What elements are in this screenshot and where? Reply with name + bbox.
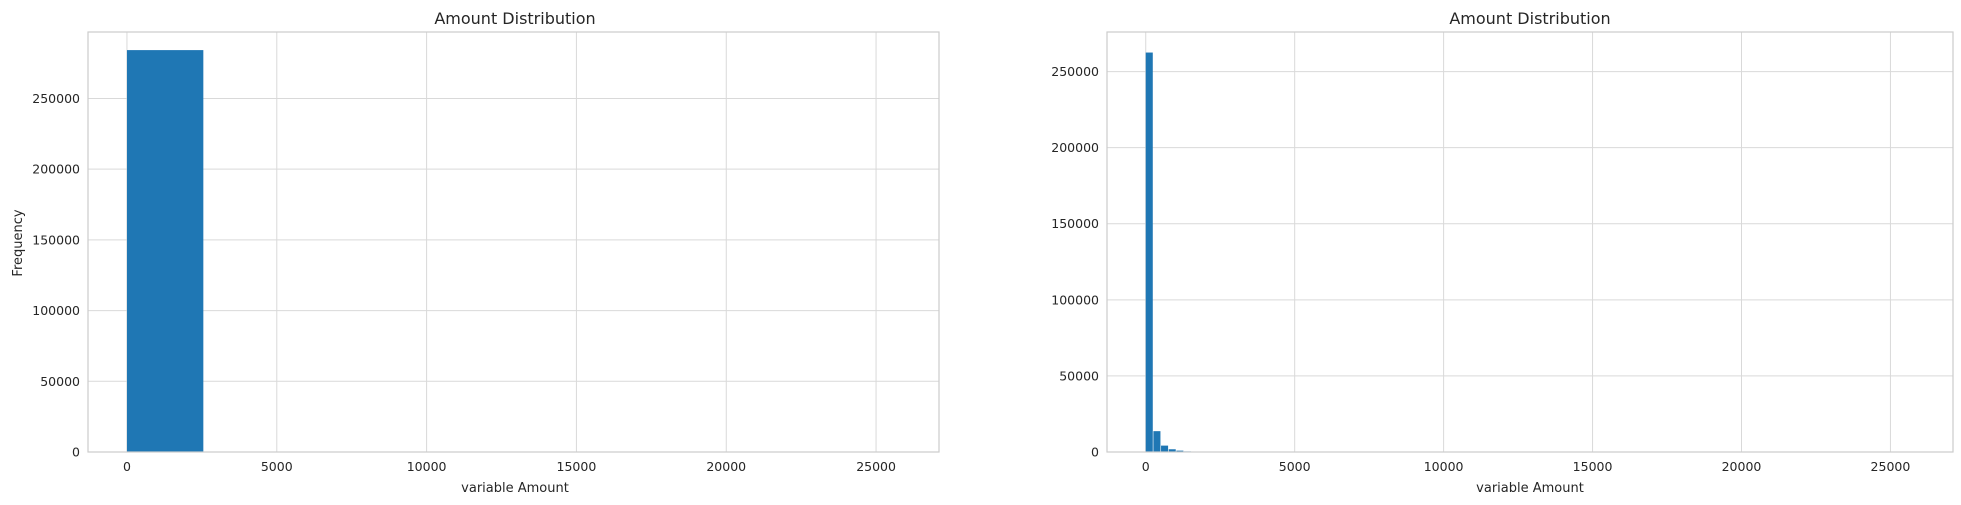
left-x-axis-label: variable Amount (461, 481, 569, 496)
right-y-tick-label: 200000 (1051, 140, 1099, 155)
left-y-axis-label: Frequency (11, 209, 26, 276)
right-x-tick-label: 25000 (1871, 459, 1911, 474)
left-histogram-bar-0 (126, 50, 204, 452)
left-y-tick-label: 150000 (32, 232, 80, 247)
left-y-tick-label: 0 (72, 445, 80, 460)
right-histogram-bar-3 (1168, 449, 1176, 452)
right-x-tick-label: 10000 (1424, 459, 1464, 474)
right-y-tick-label: 150000 (1051, 216, 1099, 231)
left-x-tick-label: 20000 (706, 459, 746, 474)
right-x-tick-label: 0 (1142, 459, 1150, 474)
left-histogram-panel: Amount Distribution 0 5000 10000 15000 20000… (11, 9, 940, 496)
right-histogram-bar-2 (1161, 445, 1169, 452)
right-histogram-panel: Amount Distribution 0 5000 10000 15000 20000… (1051, 9, 1954, 496)
left-y-tick-label: 250000 (32, 91, 80, 106)
right-y-tick-label: 50000 (1059, 368, 1099, 383)
right-plot-frame (1106, 31, 1954, 453)
right-y-tick-label: 100000 (1051, 292, 1099, 307)
right-y-tick-label: 0 (1091, 445, 1099, 460)
left-x-tick-label: 10000 (407, 459, 447, 474)
right-x-tick-label: 20000 (1722, 459, 1762, 474)
left-plot-frame (87, 31, 940, 453)
left-x-tick-label: 5000 (261, 459, 293, 474)
right-x-tick-label: 5000 (1279, 459, 1311, 474)
right-histogram-bar-4 (1176, 450, 1184, 452)
left-x-tick-label: 15000 (557, 459, 597, 474)
right-histogram-bar-1 (1153, 431, 1161, 452)
left-chart-title: Amount Distribution (434, 9, 595, 28)
right-chart-title: Amount Distribution (1449, 9, 1610, 28)
right-histogram-bar-0 (1145, 52, 1153, 452)
right-y-tick-label: 250000 (1051, 64, 1099, 79)
right-x-axis-label: variable Amount (1476, 481, 1584, 496)
left-y-tick-label: 100000 (32, 303, 80, 318)
left-y-tick-label: 50000 (40, 374, 80, 389)
right-x-tick-label: 15000 (1573, 459, 1613, 474)
left-x-tick-label: 0 (123, 459, 131, 474)
left-y-tick-label: 200000 (32, 162, 80, 177)
left-x-tick-label: 25000 (856, 459, 896, 474)
